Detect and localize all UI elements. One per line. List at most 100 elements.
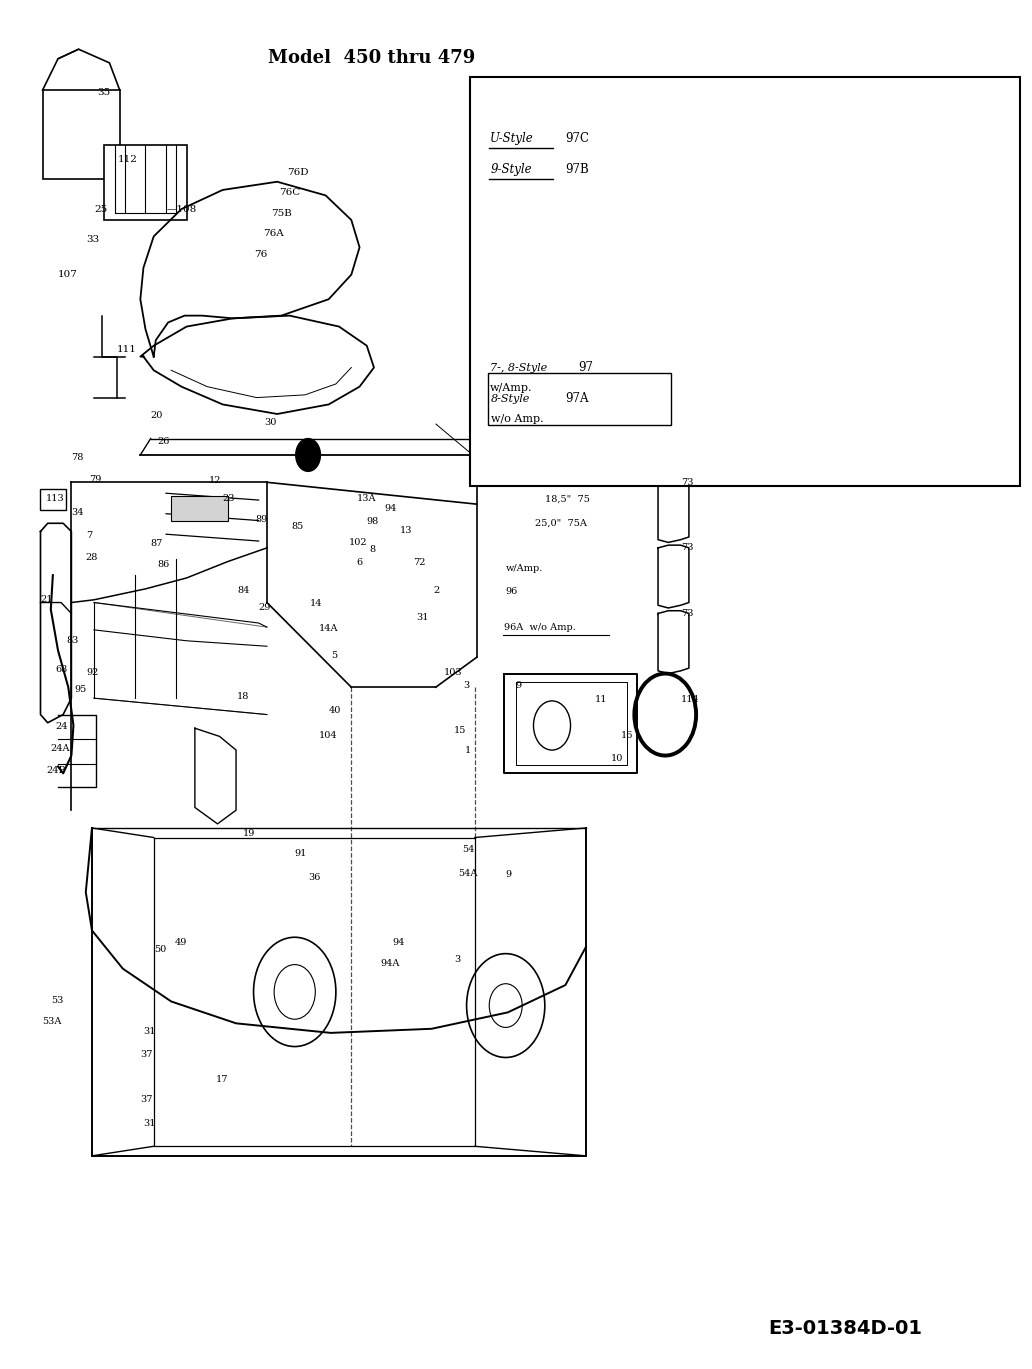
Text: 54: 54 [462, 845, 475, 854]
Bar [171, 496, 228, 520]
Text: 25: 25 [94, 204, 107, 214]
Text: 113: 113 [45, 494, 64, 504]
Text: 104: 104 [319, 731, 337, 739]
Text: 97C: 97C [566, 131, 589, 145]
Text: Model  450 thru 479: Model 450 thru 479 [268, 49, 476, 67]
Text: 103: 103 [444, 668, 462, 676]
Text: 76A: 76A [263, 229, 284, 238]
Text: 73: 73 [681, 543, 694, 552]
Text: 97: 97 [578, 361, 592, 374]
Bar [104, 145, 187, 220]
Text: 85: 85 [292, 522, 303, 531]
Text: 112: 112 [118, 155, 137, 164]
Text: 94: 94 [392, 938, 405, 947]
Text: 92: 92 [87, 668, 99, 676]
Text: 76C: 76C [280, 188, 300, 197]
Text: w/Amp.: w/Amp. [506, 564, 543, 572]
Text: 31: 31 [416, 613, 428, 622]
Text: 13: 13 [399, 526, 412, 535]
Text: 40: 40 [328, 706, 341, 715]
Text: 96: 96 [506, 587, 518, 596]
Text: 15: 15 [454, 727, 466, 735]
Text: 97A: 97A [566, 393, 589, 405]
Text: 83: 83 [66, 637, 78, 645]
Text: 73: 73 [681, 609, 694, 617]
Text: 19: 19 [244, 828, 256, 838]
Text: w/o Amp.: w/o Amp. [491, 415, 544, 424]
Text: 49: 49 [174, 938, 187, 947]
Bar [40, 489, 66, 509]
Text: 53A: 53A [42, 1017, 62, 1027]
Text: 28: 28 [86, 553, 98, 561]
Text: 76: 76 [255, 249, 268, 259]
Text: —108: —108 [166, 204, 196, 214]
Text: 91: 91 [295, 849, 308, 858]
Text: 25,0"  75A: 25,0" 75A [535, 519, 586, 528]
Text: 2: 2 [433, 586, 440, 594]
Text: 21: 21 [40, 596, 53, 604]
Text: 97B: 97B [566, 163, 589, 177]
Text: 33: 33 [86, 234, 99, 244]
Text: 3: 3 [463, 682, 470, 690]
Text: 31: 31 [143, 1027, 156, 1036]
Text: 36: 36 [309, 872, 321, 882]
Text: 8: 8 [369, 545, 376, 553]
Text: 89: 89 [256, 515, 268, 524]
Text: 26: 26 [158, 437, 170, 446]
Text: 37: 37 [140, 1050, 153, 1060]
Text: 37: 37 [140, 1095, 153, 1105]
Text: 9-Style: 9-Style [490, 163, 531, 177]
Text: 9: 9 [506, 869, 512, 879]
Text: 5: 5 [330, 652, 336, 660]
Text: 76D: 76D [288, 167, 309, 177]
Text: 23: 23 [223, 494, 235, 504]
Text: 3: 3 [454, 954, 460, 964]
Text: 107: 107 [58, 270, 77, 279]
Text: 72: 72 [413, 559, 425, 567]
Text: E3-01384D-01: E3-01384D-01 [769, 1318, 923, 1338]
Text: 18,5"  75: 18,5" 75 [545, 494, 589, 504]
Text: 68: 68 [55, 665, 67, 674]
Text: 8-Style: 8-Style [491, 394, 530, 404]
Circle shape [296, 438, 321, 471]
Text: 73: 73 [681, 478, 694, 487]
Text: w/Amp.: w/Amp. [490, 383, 533, 393]
Text: 24: 24 [55, 723, 67, 731]
Text: 7: 7 [86, 531, 92, 541]
Text: 10: 10 [611, 754, 623, 763]
Text: 102: 102 [349, 538, 367, 546]
Text: 31: 31 [143, 1118, 156, 1128]
Text: 12: 12 [209, 476, 222, 486]
Text: 20: 20 [151, 411, 163, 420]
Text: 30: 30 [264, 418, 277, 427]
Text: 53: 53 [51, 995, 63, 1005]
Bar [488, 372, 672, 424]
Text: 87: 87 [151, 539, 163, 548]
Text: 35: 35 [97, 89, 110, 97]
Text: 29: 29 [259, 604, 271, 612]
Bar [42, 90, 120, 179]
Text: 75B: 75B [271, 208, 292, 218]
Text: 7-, 8-Style: 7-, 8-Style [490, 363, 548, 372]
Text: 79: 79 [89, 475, 101, 485]
Text: 14: 14 [311, 600, 323, 608]
Text: 94: 94 [384, 504, 396, 513]
Text: 6: 6 [356, 559, 362, 567]
Text: 17: 17 [216, 1075, 228, 1084]
Text: 14A: 14A [319, 624, 337, 632]
Text: U-Style: U-Style [490, 131, 534, 145]
Text: 50: 50 [154, 945, 166, 954]
Text: 18: 18 [237, 693, 250, 701]
Bar [470, 77, 1021, 486]
Text: 9: 9 [515, 682, 521, 690]
Text: 114: 114 [681, 695, 700, 704]
Text: 11: 11 [595, 695, 608, 704]
Text: 24A: 24A [51, 745, 70, 753]
Text: 13A: 13A [356, 494, 376, 504]
Text: 24B: 24B [46, 767, 66, 775]
Text: 86: 86 [158, 560, 170, 568]
Text: 54A: 54A [458, 868, 478, 878]
Text: 34: 34 [71, 508, 84, 517]
Text: 98: 98 [366, 517, 379, 527]
Text: 111: 111 [117, 345, 136, 355]
